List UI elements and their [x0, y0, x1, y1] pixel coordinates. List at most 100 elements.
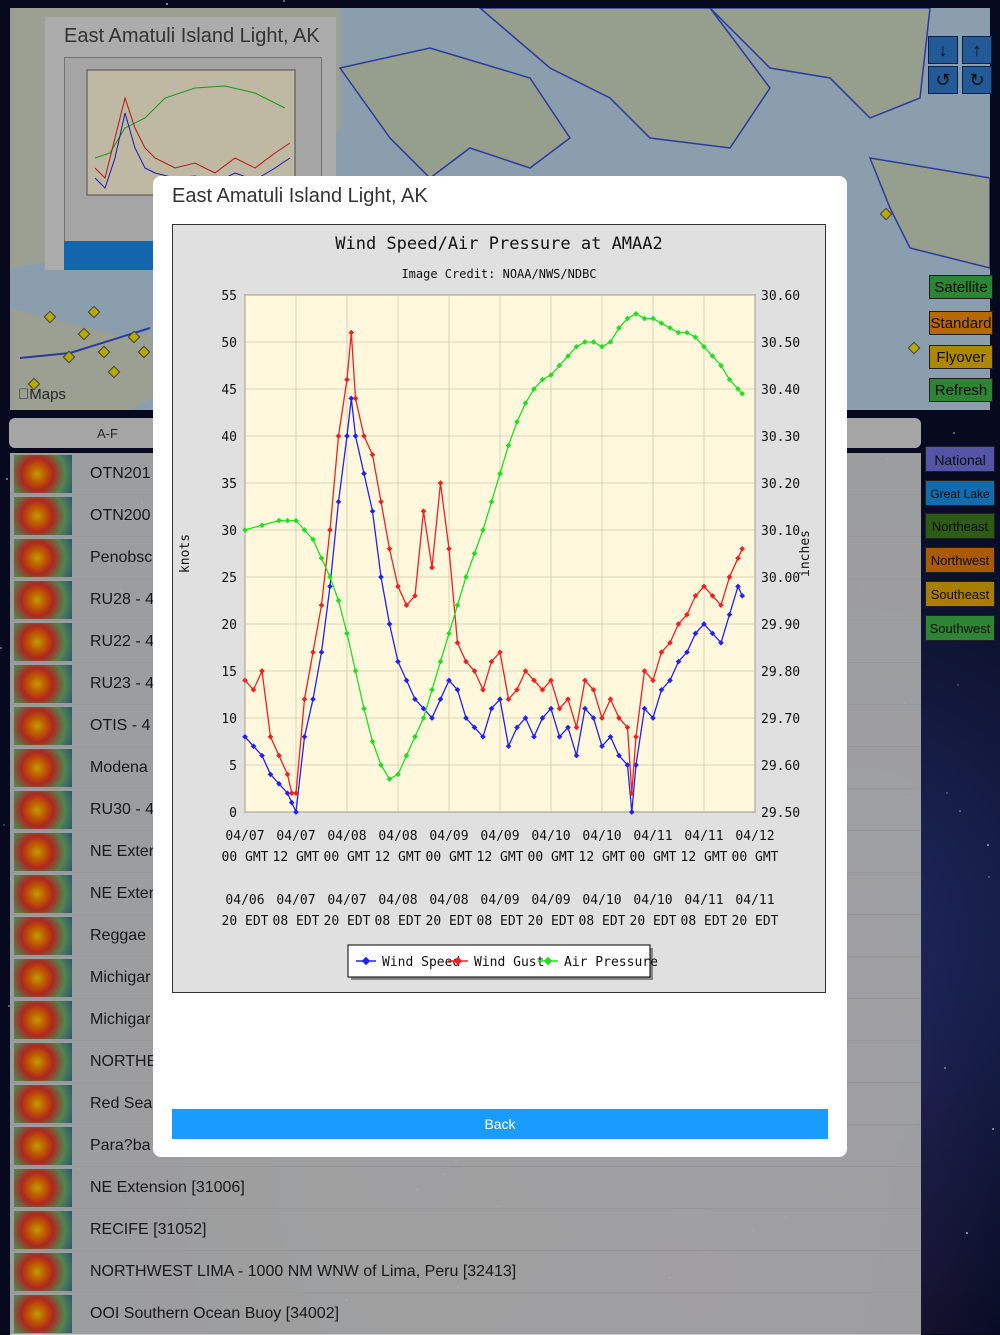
data-point: [412, 733, 418, 740]
list-item[interactable]: NORTHWEST LIMA - 1000 NM WNW of Lima, Pe…: [10, 1251, 921, 1293]
data-point: [327, 583, 333, 590]
data-point: [497, 649, 503, 656]
data-point: [709, 630, 716, 637]
data-point: [505, 696, 512, 703]
x2-tick-time: 08 EDT: [273, 914, 320, 929]
y-tick-label: 25: [221, 571, 237, 586]
data-point: [684, 329, 690, 336]
data-point: [726, 611, 733, 618]
hurricane-thumbnail-icon: [14, 539, 72, 577]
back-button[interactable]: Back: [172, 1109, 828, 1139]
data-point: [378, 574, 384, 580]
data-point: [327, 574, 333, 580]
data-point: [641, 705, 648, 712]
rotate-right-icon[interactable]: ↻: [962, 66, 992, 94]
data-point: [335, 433, 342, 439]
hurricane-thumbnail-icon: [14, 707, 72, 745]
hurricane-thumbnail-icon: [14, 1295, 72, 1333]
rotate-left-icon[interactable]: ↺: [928, 66, 958, 94]
data-point: [684, 649, 690, 656]
data-point: [539, 715, 546, 721]
region-southwest-button[interactable]: Southwest: [925, 615, 995, 641]
data-point: [573, 343, 580, 350]
data-point: [361, 470, 367, 477]
list-item[interactable]: RECIFE [31052]: [10, 1209, 921, 1251]
data-point: [386, 545, 393, 552]
down-arrow-icon[interactable]: ↓: [928, 36, 958, 64]
data-point: [437, 696, 444, 703]
modal-title: East Amatuli Island Light, AK: [172, 185, 428, 207]
legend-entry: Wind Speed: [382, 955, 460, 970]
data-point: [242, 677, 248, 684]
data-point: [633, 310, 639, 317]
standard-button[interactable]: Standard: [929, 311, 993, 335]
hurricane-thumbnail-icon: [14, 749, 72, 787]
tab-a-f[interactable]: A-F: [97, 426, 118, 441]
star-decoration: [3, 824, 5, 826]
station-preview-card[interactable]: East Amatuli Island Light, AK: [45, 17, 336, 270]
data-point: [658, 320, 665, 327]
y-tick-label: 50: [221, 336, 237, 351]
list-item-label: Michigar: [90, 969, 151, 986]
hurricane-thumbnail-icon: [14, 581, 72, 619]
data-point: [667, 677, 673, 684]
data-point: [242, 527, 248, 533]
data-point: [344, 630, 350, 637]
x2-tick-time: 08 EDT: [579, 914, 626, 929]
y2-tick-label: 29.70: [761, 712, 800, 727]
data-point: [565, 696, 571, 703]
data-point: [692, 334, 699, 341]
data-point: [675, 658, 682, 665]
data-point: [548, 705, 554, 712]
refresh-button[interactable]: Refresh: [929, 378, 993, 402]
data-point: [556, 705, 563, 712]
y2-tick-label: 30.20: [761, 477, 800, 492]
x2-tick-time: 20 EDT: [732, 914, 779, 929]
data-point: [658, 649, 665, 656]
data-point: [276, 780, 282, 787]
hurricane-thumbnail-icon: [14, 1043, 72, 1081]
data-point: [573, 752, 580, 759]
hurricane-thumbnail-icon: [14, 1169, 72, 1207]
data-point: [352, 395, 359, 402]
data-point: [310, 649, 316, 656]
maps-attribution: Maps: [18, 386, 66, 403]
data-point: [709, 353, 716, 359]
data-point: [522, 668, 529, 674]
region-great-lake-button[interactable]: Great Lake: [925, 480, 995, 506]
list-item-label: RU28 - 4: [90, 591, 155, 608]
data-point: [471, 550, 478, 557]
data-point: [633, 733, 639, 740]
region-southeast-button[interactable]: Southeast: [925, 581, 995, 607]
star-decoration: [966, 1232, 968, 1234]
region-northeast-button[interactable]: Northeast: [925, 513, 995, 539]
list-item[interactable]: NE Extension [31006]: [10, 1167, 921, 1209]
data-point: [573, 724, 580, 731]
data-point: [599, 343, 605, 350]
data-point: [301, 527, 308, 533]
region-northwest-button[interactable]: Northwest: [925, 547, 995, 573]
satellite-button[interactable]: Satellite: [929, 275, 993, 299]
y2-tick-label: 30.10: [761, 524, 800, 539]
data-point: [548, 372, 554, 378]
data-point: [624, 724, 631, 731]
data-point: [590, 339, 597, 345]
data-point: [684, 611, 690, 618]
data-point: [284, 517, 291, 524]
data-point: [267, 733, 274, 740]
data-point: [616, 325, 622, 331]
data-point: [403, 752, 410, 759]
x2-tick-date: 04/10: [633, 893, 672, 908]
data-point: [446, 545, 452, 552]
y-tick-label: 55: [221, 289, 237, 304]
preview-title: East Amatuli Island Light, AK: [64, 25, 320, 47]
list-item-label: OTN200: [90, 507, 151, 524]
data-point: [739, 592, 746, 599]
data-point: [288, 799, 295, 806]
data-point: [531, 386, 537, 392]
up-arrow-icon[interactable]: ↑: [962, 36, 992, 64]
flyover-button[interactable]: Flyover: [929, 345, 993, 369]
region-national-button[interactable]: National: [925, 446, 995, 472]
list-item-label: RU22 - 4: [90, 633, 155, 650]
y2-tick-label: 30.00: [761, 571, 800, 586]
